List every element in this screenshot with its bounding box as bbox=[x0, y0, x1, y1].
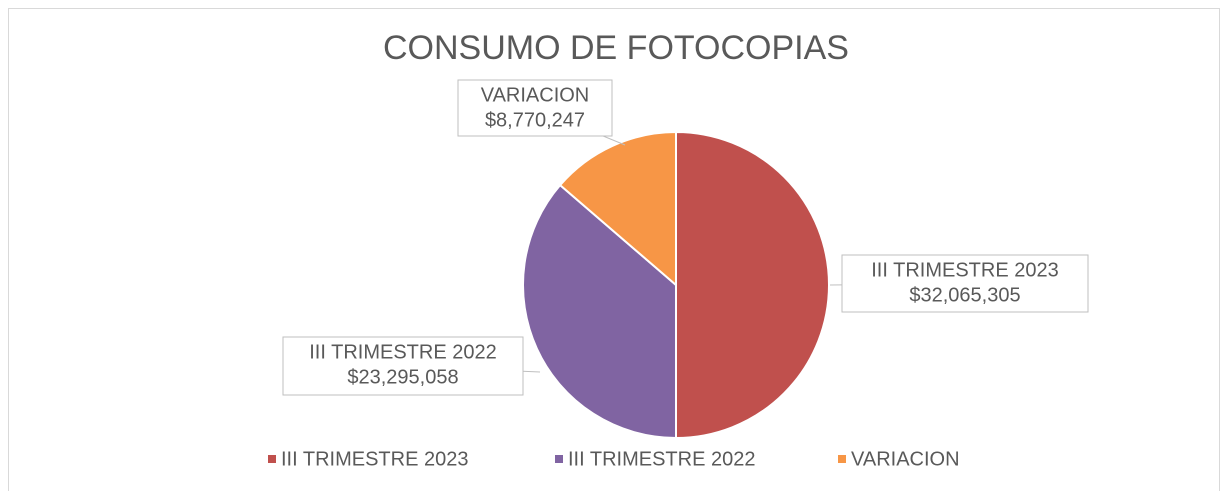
data-label-value: $23,295,058 bbox=[347, 366, 458, 388]
data-label-category: III TRIMESTRE 2022 bbox=[309, 341, 496, 363]
callout-box bbox=[457, 79, 613, 137]
legend-swatch bbox=[838, 455, 846, 463]
chart-title: CONSUMO DE FOTOCOPIAS bbox=[383, 29, 849, 67]
legend-label: III TRIMESTRE 2022 bbox=[568, 448, 755, 470]
legend-swatch bbox=[555, 455, 563, 463]
data-label-value: $8,770,247 bbox=[485, 109, 585, 131]
callout-box bbox=[282, 336, 524, 396]
data-label-value: $32,065,305 bbox=[909, 284, 1020, 306]
legend-label: III TRIMESTRE 2023 bbox=[281, 448, 468, 470]
data-label-category: III TRIMESTRE 2023 bbox=[871, 259, 1058, 281]
callout-box bbox=[841, 254, 1089, 313]
data-label-category: VARIACION bbox=[481, 84, 590, 106]
legend-swatch bbox=[268, 455, 276, 463]
legend-label: VARIACION bbox=[851, 448, 960, 470]
pie-slice bbox=[558, 130, 677, 288]
pie-slice bbox=[675, 130, 830, 440]
pie-slice bbox=[522, 183, 677, 440]
